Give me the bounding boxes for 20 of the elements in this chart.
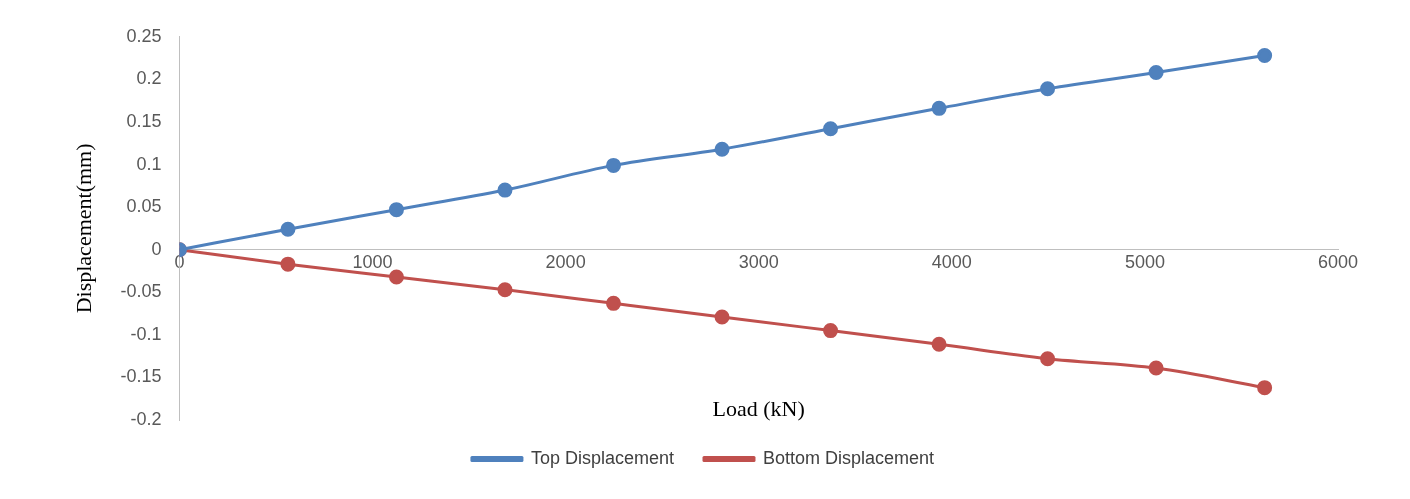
legend-label: Top Displacement [530, 447, 675, 468]
y-tick-label: 0.25 [126, 25, 162, 46]
y-tick-label: 0 [151, 238, 162, 259]
legend-label: Bottom Displacement [763, 447, 935, 468]
y-tick-label: -0.2 [130, 408, 162, 429]
x-tick-label: 4000 [931, 252, 972, 273]
y-axis-title: Displacement(mm) [70, 143, 96, 314]
y-tick-label: -0.05 [120, 281, 162, 302]
y-tick-label: 0.05 [126, 196, 162, 217]
y-tick-label: 0.1 [136, 153, 162, 174]
y-tick-label: -0.15 [120, 366, 162, 387]
x-axis-title: Load (kN) [712, 396, 805, 422]
x-tick-label: 1000 [352, 252, 393, 273]
y-tick-label: 0.15 [126, 110, 162, 131]
x-tick-label: 2000 [545, 252, 586, 273]
x-tick-label: 6000 [1317, 252, 1359, 273]
y-tick-label: -0.1 [130, 323, 162, 344]
x-tick-label: 3000 [738, 252, 779, 273]
x-tick-label: 5000 [1124, 252, 1165, 273]
y-tick-label: 0.2 [136, 68, 162, 89]
